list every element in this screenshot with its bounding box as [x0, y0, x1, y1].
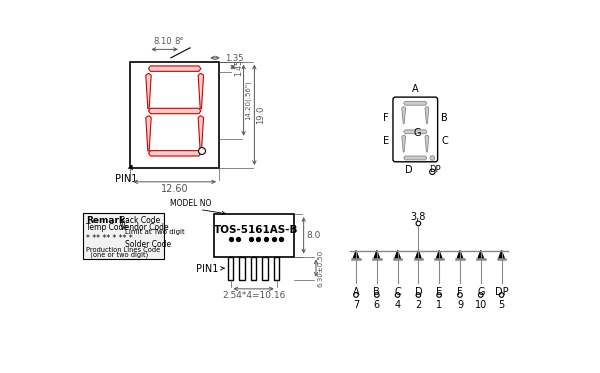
Polygon shape	[148, 66, 201, 71]
Text: DP: DP	[429, 165, 440, 174]
Text: Solder Code: Solder Code	[125, 239, 171, 248]
Text: Back Code: Back Code	[119, 216, 160, 225]
Text: 19.0: 19.0	[256, 106, 265, 124]
Polygon shape	[404, 101, 427, 105]
Circle shape	[395, 293, 400, 297]
Text: 1.45: 1.45	[235, 59, 244, 75]
Text: C: C	[394, 286, 401, 297]
Text: D: D	[415, 286, 422, 297]
Text: E: E	[383, 136, 389, 146]
Text: A: A	[353, 286, 359, 297]
Circle shape	[199, 148, 205, 154]
Text: 6: 6	[374, 300, 380, 310]
Text: 1: 1	[436, 300, 442, 310]
Polygon shape	[146, 116, 151, 151]
Circle shape	[374, 293, 379, 297]
Polygon shape	[148, 151, 201, 156]
Circle shape	[430, 169, 435, 175]
Polygon shape	[425, 107, 429, 123]
Polygon shape	[499, 250, 505, 259]
Text: PIN1: PIN1	[115, 166, 137, 184]
Text: 8.10: 8.10	[154, 37, 172, 46]
Circle shape	[437, 293, 442, 297]
Polygon shape	[402, 135, 406, 152]
Text: * ** ** * ** *: * ** ** * ** *	[86, 234, 133, 243]
Text: TOS-5161AS-B: TOS-5161AS-B	[214, 225, 299, 235]
Circle shape	[354, 293, 358, 297]
Text: 1.35: 1.35	[225, 54, 244, 63]
Circle shape	[499, 293, 504, 297]
Text: G: G	[414, 128, 421, 138]
Polygon shape	[402, 107, 406, 123]
Text: PIN1: PIN1	[196, 264, 224, 274]
Bar	[214, 214, 295, 257]
Polygon shape	[404, 156, 427, 160]
Text: A: A	[412, 84, 419, 94]
Text: Remark:: Remark:	[86, 216, 128, 225]
Polygon shape	[146, 73, 151, 109]
Polygon shape	[425, 135, 429, 152]
Text: 4: 4	[395, 300, 401, 310]
Text: F: F	[383, 113, 389, 123]
FancyBboxPatch shape	[393, 97, 437, 162]
Text: (one or two digit): (one or two digit)	[86, 252, 148, 258]
Text: 8.0: 8.0	[306, 231, 320, 240]
Circle shape	[416, 293, 421, 297]
Bar	[228, 257, 233, 280]
Text: 7: 7	[353, 300, 359, 310]
Text: Temp Code: Temp Code	[86, 223, 128, 232]
Polygon shape	[198, 73, 203, 109]
Circle shape	[478, 293, 483, 297]
Bar	[274, 257, 280, 280]
Bar	[83, 213, 164, 259]
Polygon shape	[198, 116, 203, 151]
Text: F: F	[457, 286, 463, 297]
Text: 5: 5	[499, 300, 505, 310]
Text: C: C	[442, 136, 448, 146]
Text: 14.20(.56"): 14.20(.56")	[245, 80, 251, 120]
Text: 2: 2	[415, 300, 422, 310]
Bar	[262, 257, 268, 280]
Text: D: D	[406, 165, 413, 175]
Polygon shape	[148, 108, 201, 114]
Text: 12.60: 12.60	[161, 184, 188, 194]
Text: 8°: 8°	[175, 37, 184, 46]
Text: Limit at Two digit: Limit at Two digit	[125, 229, 185, 235]
Text: 10: 10	[475, 300, 487, 310]
Text: MODEL NO: MODEL NO	[170, 199, 211, 208]
Circle shape	[458, 293, 462, 297]
Polygon shape	[457, 250, 463, 259]
Bar	[239, 257, 245, 280]
Circle shape	[416, 221, 421, 226]
Bar	[251, 257, 256, 280]
Text: Vendor Code: Vendor Code	[119, 223, 168, 232]
Text: 6.30±0.50: 6.30±0.50	[317, 250, 323, 287]
Text: B: B	[442, 113, 448, 123]
Polygon shape	[395, 250, 401, 259]
Text: G: G	[477, 286, 485, 297]
Polygon shape	[374, 250, 380, 259]
Text: 9: 9	[457, 300, 463, 310]
Circle shape	[430, 156, 434, 160]
Text: 3,8: 3,8	[410, 212, 426, 222]
Text: B: B	[373, 286, 380, 297]
Text: 2.54*4=10.16: 2.54*4=10.16	[222, 291, 285, 300]
Bar	[130, 62, 219, 168]
Polygon shape	[478, 250, 484, 259]
Text: E: E	[436, 286, 442, 297]
Polygon shape	[436, 250, 442, 259]
Polygon shape	[353, 250, 359, 259]
Polygon shape	[415, 250, 421, 259]
Polygon shape	[404, 130, 427, 134]
Text: Production Lines Code: Production Lines Code	[86, 247, 160, 253]
Text: DP: DP	[495, 286, 508, 297]
